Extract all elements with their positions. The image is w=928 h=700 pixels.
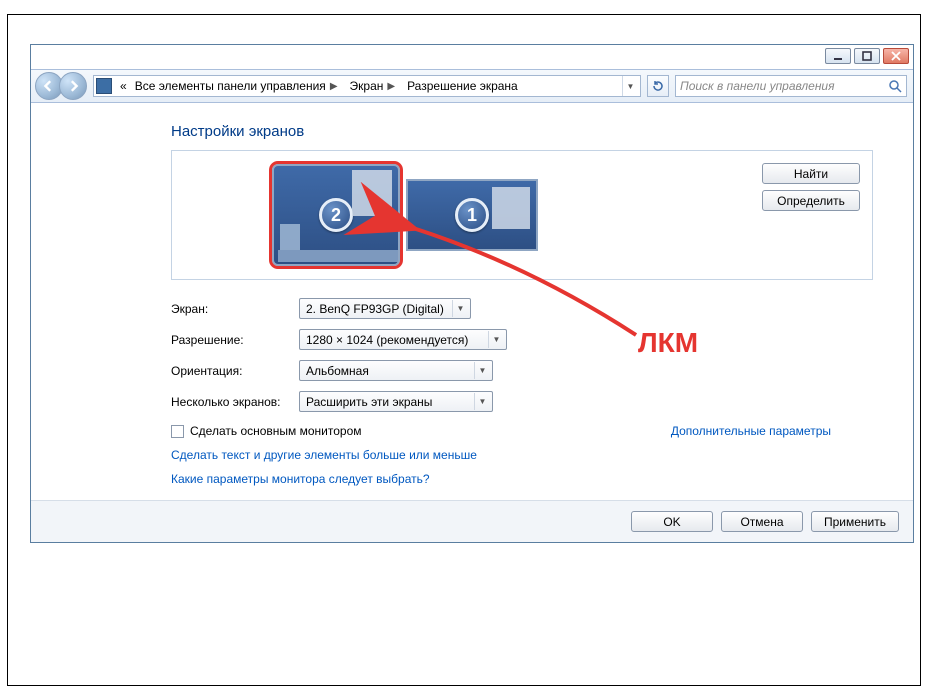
orientation-label: Ориентация: <box>171 364 299 378</box>
breadcrumb-mid[interactable]: Экран▶ <box>346 76 404 96</box>
which-params-link[interactable]: Какие параметры монитора следует выбрать… <box>171 472 873 486</box>
chevron-down-icon: ▼ <box>474 362 490 379</box>
titlebar <box>31 45 913 69</box>
settings-form: Экран: 2. BenQ FP93GP (Digital) ▼ Разреш… <box>171 298 873 486</box>
display-preview: 2 1 Найти Определить <box>171 150 873 280</box>
chevron-down-icon: ▼ <box>474 393 490 410</box>
cancel-button[interactable]: Отмена <box>721 511 803 532</box>
orientation-combo[interactable]: Альбомная ▼ <box>299 360 493 381</box>
breadcrumb-root[interactable]: Все элементы панели управления▶ <box>131 76 346 96</box>
search-icon <box>888 79 902 93</box>
window: « Все элементы панели управления▶ Экран▶… <box>30 44 914 543</box>
chevron-down-icon: ▼ <box>488 331 504 348</box>
ok-button[interactable]: OK <box>631 511 713 532</box>
address-dropdown-icon[interactable]: ▼ <box>622 76 638 96</box>
resolution-combo[interactable]: 1280 × 1024 (рекомендуется) ▼ <box>299 329 507 350</box>
address-bar[interactable]: « Все элементы панели управления▶ Экран▶… <box>93 75 641 97</box>
primary-monitor-checkbox[interactable] <box>171 425 184 438</box>
display-combo[interactable]: 2. BenQ FP93GP (Digital) ▼ <box>299 298 471 319</box>
resolution-label: Разрешение: <box>171 333 299 347</box>
monitor-2[interactable]: 2 <box>272 164 400 266</box>
close-button[interactable] <box>883 48 909 64</box>
monitor-2-badge: 2 <box>319 198 353 232</box>
page-title: Настройки экранов <box>171 123 873 140</box>
control-panel-icon <box>96 78 112 94</box>
search-input[interactable]: Поиск в панели управления <box>675 75 907 97</box>
breadcrumb-prefix: « <box>116 76 131 96</box>
display-label: Экран: <box>171 302 299 316</box>
content: Настройки экранов 2 1 Найти Определить <box>31 103 913 500</box>
chevron-down-icon: ▼ <box>452 300 468 317</box>
monitor-1-badge: 1 <box>455 198 489 232</box>
multi-combo[interactable]: Расширить эти экраны ▼ <box>299 391 493 412</box>
find-button[interactable]: Найти <box>762 163 860 184</box>
advanced-settings-link[interactable]: Дополнительные параметры <box>671 424 831 438</box>
text-size-link[interactable]: Сделать текст и другие элементы больше и… <box>171 448 873 462</box>
apply-button[interactable]: Применить <box>811 511 899 532</box>
primary-monitor-label: Сделать основным монитором <box>190 424 362 438</box>
screenshot-frame: « Все элементы панели управления▶ Экран▶… <box>7 14 921 686</box>
monitor-1[interactable]: 1 <box>406 179 538 251</box>
forward-button[interactable] <box>59 72 87 100</box>
navbar: « Все элементы панели управления▶ Экран▶… <box>31 69 913 103</box>
breadcrumb-leaf[interactable]: Разрешение экрана <box>403 76 522 96</box>
detect-button[interactable]: Определить <box>762 190 860 211</box>
multi-label: Несколько экранов: <box>171 395 299 409</box>
dialog-buttons: OK Отмена Применить <box>31 500 913 542</box>
maximize-button[interactable] <box>854 48 880 64</box>
search-placeholder: Поиск в панели управления <box>680 79 835 93</box>
refresh-button[interactable] <box>647 75 669 97</box>
minimize-button[interactable] <box>825 48 851 64</box>
